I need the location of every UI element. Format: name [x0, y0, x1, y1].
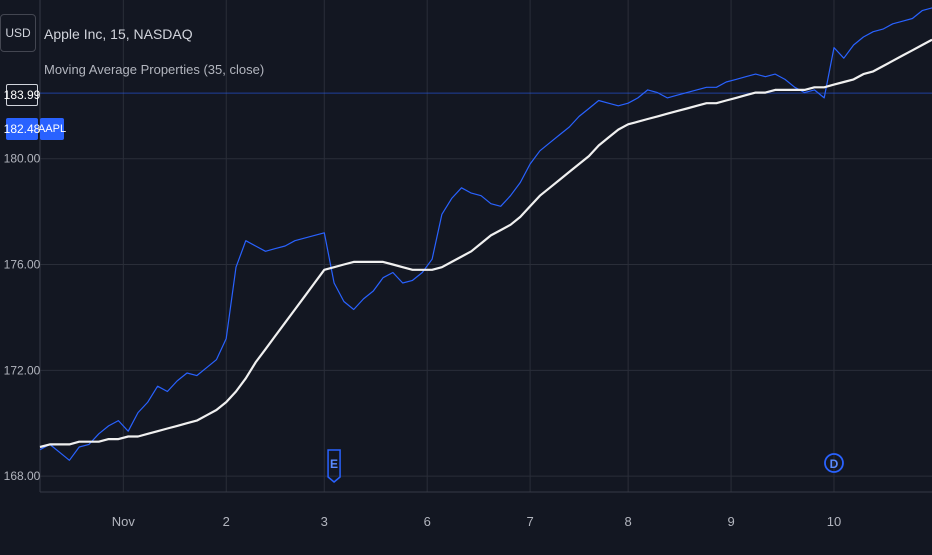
last-price-badge: 182.48	[4, 118, 40, 140]
earnings-marker[interactable]: E	[327, 449, 341, 483]
dividend-marker[interactable]: D	[824, 453, 844, 473]
crosshair-price-badge: 183.99	[4, 84, 40, 106]
currency-button[interactable]: USD	[0, 14, 36, 52]
indicator-legend[interactable]: Moving Average Properties (35, close)	[44, 62, 265, 77]
earnings-shape	[327, 449, 341, 483]
x-tick-label: 7	[526, 514, 533, 529]
x-tick-label: 8	[625, 514, 632, 529]
x-tick-label: 9	[727, 514, 734, 529]
x-tick-label: 6	[424, 514, 431, 529]
series-lines	[39, 7, 932, 461]
y-tick-label: 176.00	[4, 258, 41, 272]
y-tick-label: 172.00	[4, 363, 41, 377]
x-axis[interactable]: Nov 2 3 6 7 8 9 10	[112, 514, 841, 529]
x-tick-label: 3	[321, 514, 328, 529]
x-tick-label: 2	[223, 514, 230, 529]
event-label: E	[330, 457, 338, 471]
y-tick-label: 180.00	[4, 152, 41, 166]
dividend-shape	[824, 453, 844, 473]
grid-lines	[39, 0, 932, 493]
series-line-aapl	[39, 7, 932, 461]
series-line-moving-average	[39, 38, 932, 449]
y-tick-label: 168.00	[4, 469, 41, 483]
x-tick-label: 10	[827, 514, 841, 529]
symbol-title[interactable]: Apple Inc, 15, NASDAQ	[44, 26, 193, 42]
y-axis[interactable]: 168.00 172.00 176.00 180.00	[4, 152, 41, 483]
symbol-badge: AAPL	[38, 118, 66, 140]
x-tick-label: Nov	[112, 514, 136, 529]
event-label: D	[830, 457, 839, 471]
